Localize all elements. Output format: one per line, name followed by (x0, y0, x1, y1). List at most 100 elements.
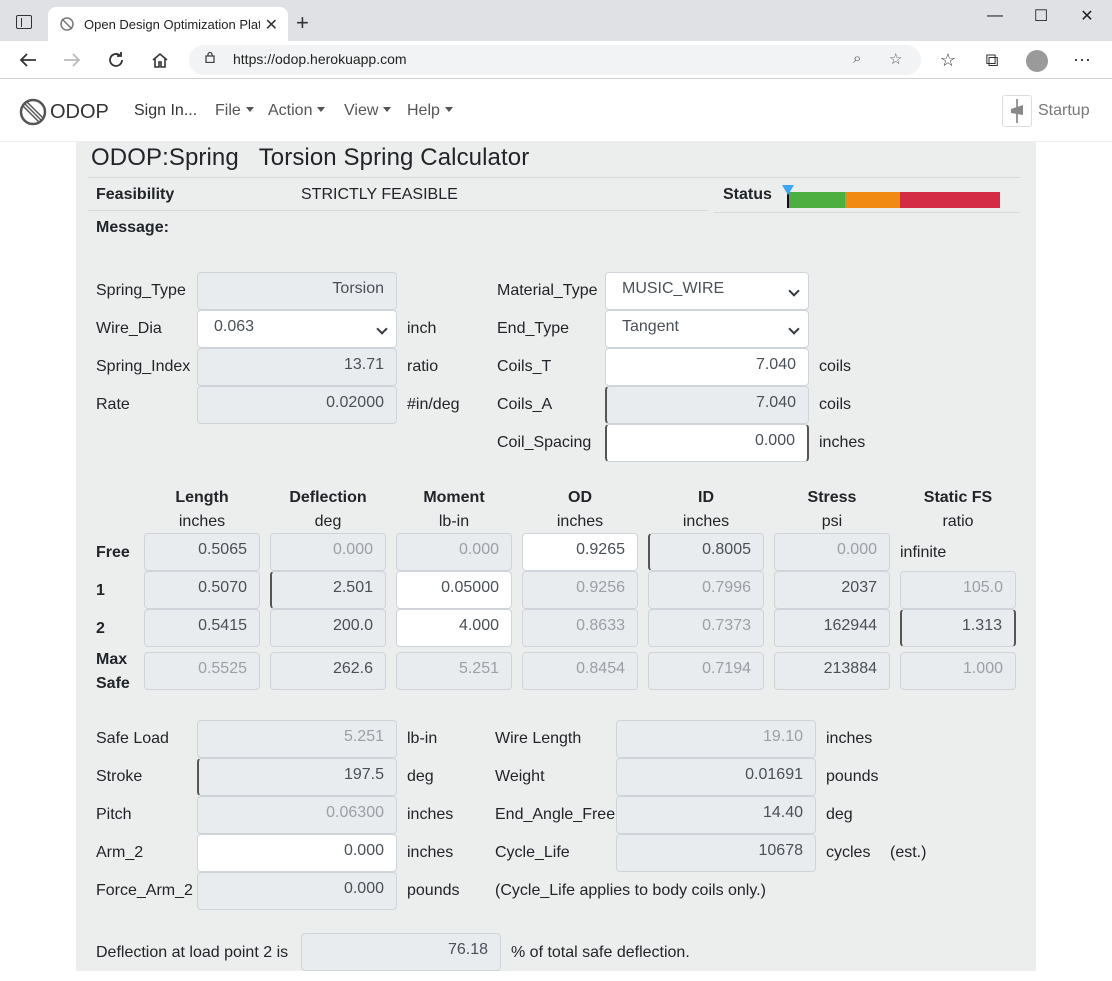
startup-label: Startup (1038, 102, 1090, 119)
spring-index-unit: ratio (407, 358, 439, 375)
page-title: ODOP:Spring Torsion Spring Calculator (91, 144, 530, 171)
collections-icon[interactable]: ⧉ (985, 49, 999, 70)
deflection-percent-field: 76.18 (301, 933, 501, 971)
arm-2-unit: inches (407, 844, 454, 861)
maxsafe-static-fs: 1.000 (900, 652, 1016, 690)
material-type-select[interactable]: MUSIC_WIRE (605, 272, 809, 310)
tab-actions-icon[interactable] (16, 15, 32, 29)
end-type-select[interactable]: Tangent (605, 310, 809, 348)
row-max-label: Max (96, 651, 128, 668)
minimize-icon[interactable]: — (987, 7, 1003, 24)
row-1-label: 1 (96, 582, 105, 599)
refresh-icon[interactable] (104, 48, 128, 72)
rate-label: Rate (96, 396, 130, 413)
menu-action[interactable]: Action (268, 102, 325, 120)
pitch-field: 0.06300 (197, 796, 397, 834)
rate-unit: #in/deg (407, 396, 460, 413)
more-menu-icon[interactable]: ⋯ (1073, 49, 1091, 70)
free-od-input[interactable]: 0.9265 (522, 533, 638, 571)
maxsafe-stress: 213884 (774, 652, 890, 690)
coils-a-field: 7.040 (605, 386, 809, 424)
col-moment-header: Moment (423, 489, 485, 506)
cycle-life-label: Cycle_Life (495, 844, 570, 861)
favorites-icon[interactable]: ☆ (939, 49, 957, 70)
window-close-icon[interactable]: ✕ (1080, 8, 1094, 25)
row1-deflection: 2.501 (270, 571, 386, 609)
col-stress-header: Stress (807, 489, 857, 506)
coil-spacing-input[interactable]: 0.000 (605, 424, 809, 462)
zoom-icon[interactable]: ⌕ (853, 50, 862, 67)
safe-load-label: Safe Load (96, 730, 169, 747)
menu-help[interactable]: Help (407, 102, 453, 120)
free-length: 0.5065 (144, 533, 260, 571)
cycle-life-field: 10678 (616, 834, 816, 872)
spring-index-field: 13.71 (197, 348, 397, 386)
row2-moment-input[interactable]: 4.000 (396, 609, 512, 647)
force-arm-2-unit: pounds (407, 882, 460, 899)
new-tab-icon[interactable]: + (296, 10, 309, 35)
home-icon[interactable] (148, 48, 172, 72)
wire-length-label: Wire Length (495, 730, 582, 747)
browser-tab[interactable]: Open Design Optimization Platfo ✕ (48, 7, 288, 41)
coils-t-input[interactable]: 7.040 (605, 348, 809, 386)
free-id: 0.8005 (648, 533, 764, 571)
tab-title: Open Design Optimization Platfo (84, 16, 260, 32)
row1-moment-input[interactable]: 0.05000 (396, 571, 512, 609)
odop-logo-icon (19, 98, 47, 126)
maxsafe-od: 0.8454 (522, 652, 638, 690)
sign-in-link[interactable]: Sign In... (134, 102, 198, 119)
spring-type-field: Torsion (197, 272, 397, 310)
wire-length-field: 19.10 (616, 720, 816, 758)
cycle-life-note: (est.) (890, 844, 927, 861)
arm-2-label: Arm_2 (96, 844, 144, 861)
col-moment-unit: lb-in (438, 513, 470, 530)
col-id-header: ID (698, 489, 714, 506)
weight-label: Weight (495, 768, 545, 785)
back-icon[interactable] (16, 48, 40, 72)
browser-toolbar: https://odop.herokuapp.com ⌕ ☆ ☆ ⧉ ⋯ (0, 41, 1112, 79)
wire-dia-select[interactable]: 0.063 (197, 310, 397, 348)
menu-view[interactable]: View (344, 102, 391, 120)
col-deflection-header: Deflection (289, 489, 367, 506)
end-angle-free-label: End_Angle_Free (495, 806, 616, 823)
startup-button[interactable]: Startup (1002, 95, 1090, 127)
row2-od: 0.8633 (522, 609, 638, 647)
row1-id: 0.7996 (648, 571, 764, 609)
end-angle-free-unit: deg (826, 806, 853, 823)
status-marker-icon (782, 185, 794, 195)
feasibility-value: STRICTLY FEASIBLE (301, 186, 458, 203)
app-navbar: ODOP Sign In... File Action View Help St… (0, 79, 1112, 142)
coils-a-label: Coils_A (497, 396, 553, 413)
maximize-icon[interactable]: ☐ (1033, 8, 1049, 25)
address-bar[interactable]: https://odop.herokuapp.com ⌕ ☆ (189, 45, 921, 75)
pitch-label: Pitch (96, 806, 132, 823)
site-favicon-icon (60, 17, 74, 31)
row1-static-fs: 105.0 (900, 571, 1016, 609)
profile-avatar[interactable] (1026, 50, 1048, 72)
force-arm-2-label: Force_Arm_2 (96, 882, 193, 899)
url-text: https://odop.herokuapp.com (233, 51, 407, 67)
pitch-unit: inches (407, 806, 454, 823)
forward-icon[interactable] (60, 48, 84, 72)
brand-logo[interactable]: ODOP (18, 97, 109, 127)
row2-id: 0.7373 (648, 609, 764, 647)
brand-text: ODOP (50, 100, 109, 123)
message-label: Message: (96, 219, 169, 236)
tab-close-icon[interactable]: ✕ (264, 17, 278, 34)
deflection-suffix: % of total safe deflection. (511, 944, 690, 961)
menu-file[interactable]: File (215, 102, 254, 120)
weight-unit: pounds (826, 768, 879, 785)
status-orange (845, 192, 900, 208)
divider (714, 212, 1020, 213)
deflection-prefix: Deflection at load point 2 is (96, 944, 289, 961)
arm-2-input[interactable]: 0.000 (197, 834, 397, 872)
col-length-header: Length (175, 489, 229, 506)
favorite-add-icon[interactable]: ☆ (889, 51, 903, 68)
safe-load-field: 5.251 (197, 720, 397, 758)
end-angle-free-field: 14.40 (616, 796, 816, 834)
row2-deflection: 200.0 (270, 609, 386, 647)
status-red (900, 192, 1000, 208)
col-od-unit: inches (556, 513, 604, 530)
col-od-header: OD (568, 489, 592, 506)
divider (88, 210, 708, 211)
